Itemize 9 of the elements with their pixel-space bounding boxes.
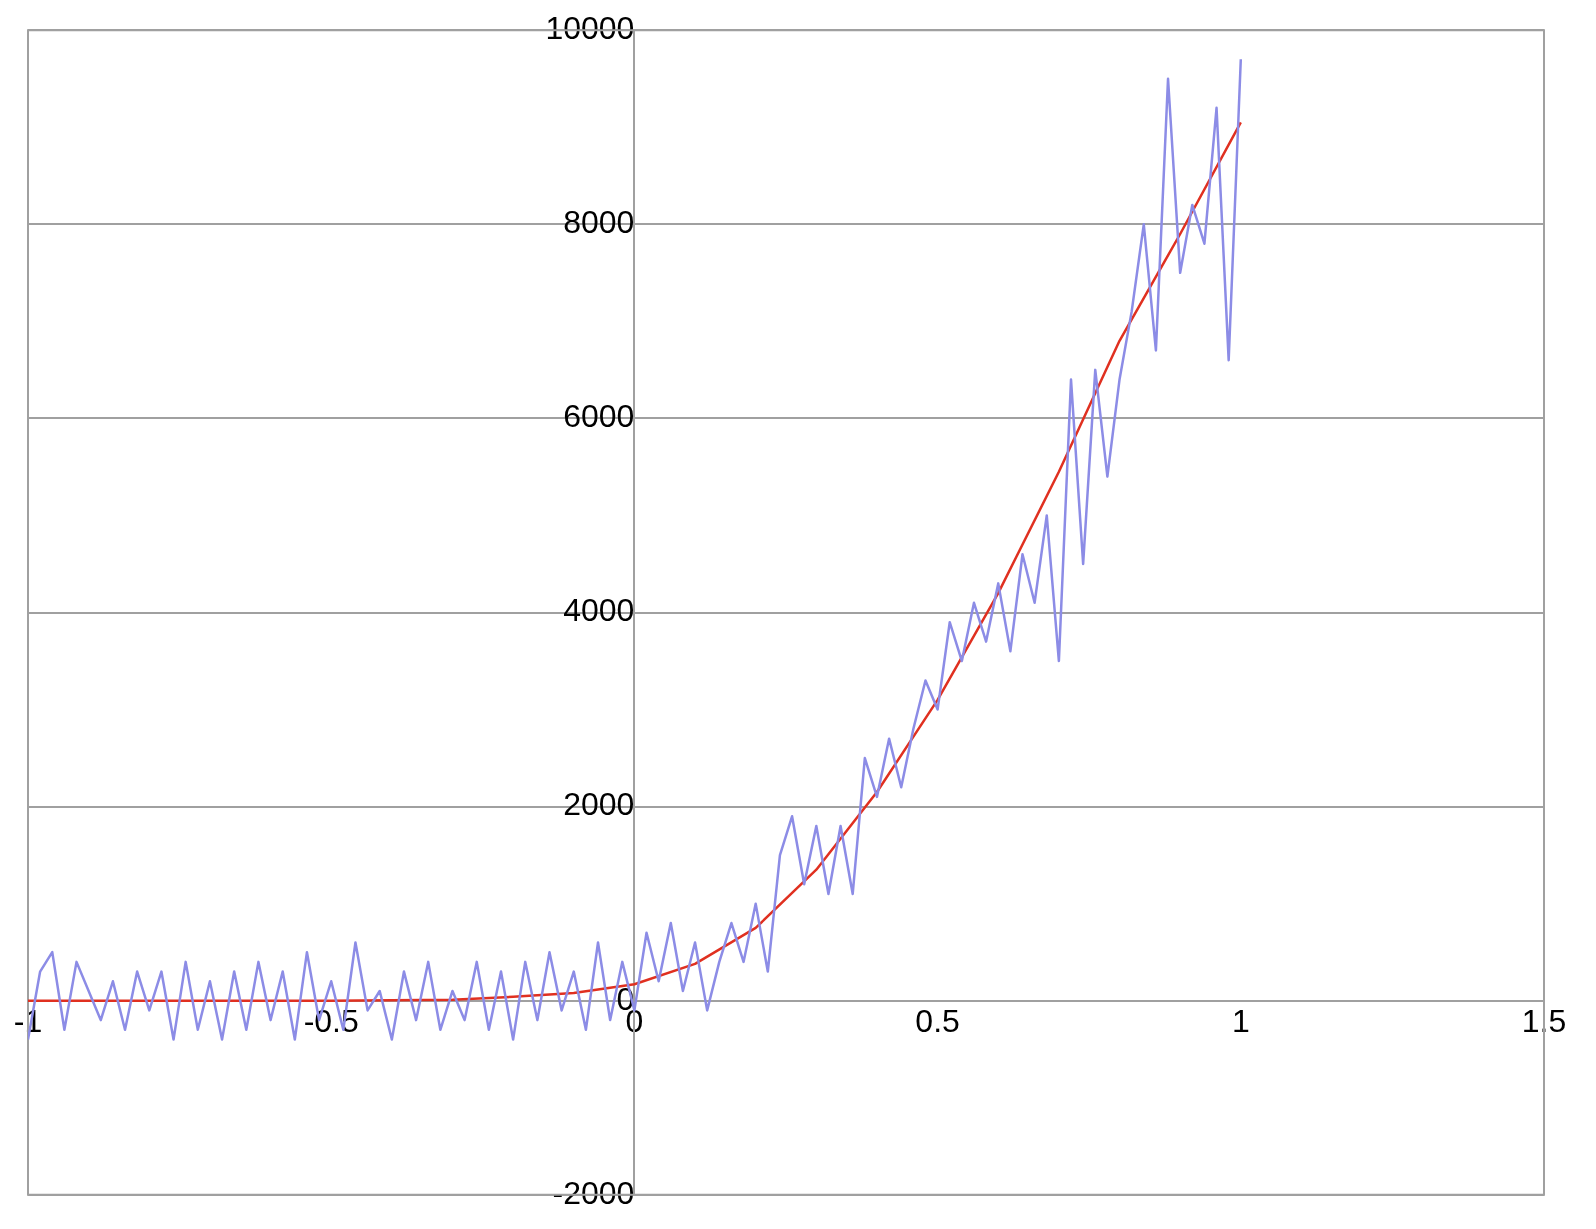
y-tick-label: 2000 <box>563 786 635 823</box>
y-tick-label: 10000 <box>545 10 635 47</box>
y-tick-label: 6000 <box>563 398 635 435</box>
y-tick-label: 8000 <box>563 204 635 241</box>
y-tick-label: 4000 <box>563 592 635 629</box>
x-tick-label: 0.5 <box>915 1002 960 1039</box>
x-tick-label: 1 <box>1231 1002 1250 1039</box>
x-tick-label: 1.5 <box>1521 1002 1567 1039</box>
y-tick-label: -2000 <box>552 1174 635 1211</box>
